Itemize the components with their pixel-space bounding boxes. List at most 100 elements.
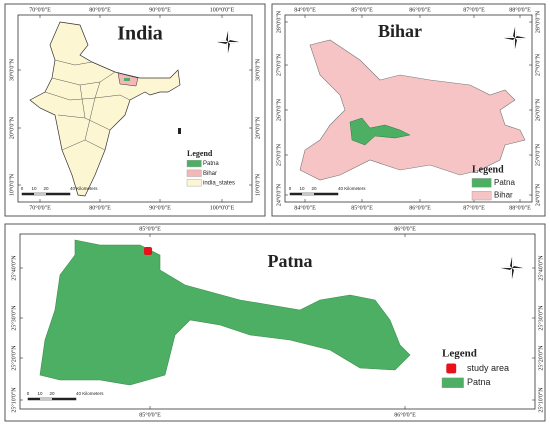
north-arrow: [217, 31, 239, 53]
lon-label: 88°0'0"E: [509, 6, 531, 13]
lon-label: 84°0'0"E: [294, 6, 316, 13]
lon-label: 100°0'0"E: [210, 6, 235, 13]
lon-label: 85°0'0"E: [351, 6, 373, 13]
lon-label: 85°0'0"E: [139, 411, 161, 418]
india-patna: [124, 78, 130, 81]
lat-label: 27°0'0"N: [275, 53, 282, 76]
lon-label: 84°0'0"E: [294, 204, 316, 211]
legend-swatch: [471, 190, 492, 201]
lat-label: 30°0'0"N: [254, 58, 261, 81]
scale-bar: [46, 193, 70, 195]
lon-label: 85°0'0"E: [139, 225, 161, 232]
lat-label: 20°0'0"N: [8, 116, 15, 139]
panel-title: Patna: [268, 251, 313, 271]
lon-label: 88°0'0"E: [509, 204, 531, 211]
lat-label: 10°0'0"N: [8, 173, 15, 196]
map-frame: [17, 14, 253, 203]
legend-label: Bihar: [494, 191, 513, 200]
lat-label: 28°0'0"N: [275, 10, 282, 33]
india-shape: [29, 21, 181, 197]
legend-swatch: [186, 179, 202, 187]
panel-title: India: [117, 23, 163, 45]
lat-label: 24°0'0"N: [275, 183, 282, 206]
legend-swatch: [186, 169, 202, 177]
scale-label: 40 Kilometers: [70, 186, 98, 191]
scale-label: 0: [27, 391, 30, 396]
lat-label: 20°0'0"N: [254, 116, 261, 139]
arrow-star: [504, 27, 526, 49]
state-borders: [44, 59, 131, 151]
panel-title: Bihar: [378, 21, 422, 41]
lat-label: 25°20'0"N: [10, 345, 17, 371]
legend-label: india_states: [203, 180, 235, 186]
legend-swatch: [471, 178, 492, 188]
patna-shape: [39, 239, 411, 386]
lon-label: 70°0'0"E: [29, 204, 51, 211]
lat-label: 26°0'0"N: [534, 98, 541, 121]
lon-label: 86°0'0"E: [394, 411, 416, 418]
arrow-star-half: [504, 27, 526, 49]
scale-bar: [52, 398, 76, 400]
lat-label: 25°30'0"N: [10, 305, 17, 331]
lat-label: 25°40'0"N: [10, 255, 17, 281]
lat-label: 25°20'0"N: [537, 345, 544, 371]
north-arrow: [504, 27, 526, 49]
legend-swatch: [186, 160, 202, 168]
lat-label: 25°0'0"N: [275, 143, 282, 166]
lon-label: 86°0'0"E: [409, 204, 431, 211]
legend-swatch: [441, 377, 464, 388]
map-frame: [19, 233, 536, 410]
lon-label: 90°0'0"E: [149, 204, 171, 211]
legend-label: study area: [467, 363, 509, 373]
legend-title: Legend: [442, 348, 477, 360]
lat-label: 30°0'0"N: [8, 58, 15, 81]
lat-label: 28°0'0"N: [534, 10, 541, 33]
legend-label: Patna: [467, 377, 491, 387]
scale-label: 10: [299, 186, 305, 191]
lon-label: 70°0'0"E: [29, 6, 51, 13]
legend-label: Bihar: [203, 171, 217, 177]
lat-label: 25°40'0"N: [537, 255, 544, 281]
lat-label: 25°10'0"N: [537, 387, 544, 413]
legend-swatch: [446, 363, 457, 374]
scale-bar: [290, 193, 302, 195]
scale-label: 0: [289, 186, 292, 191]
lon-label: 100°0'0"E: [210, 204, 235, 211]
bihar-patna: [349, 117, 411, 146]
lat-label: 25°30'0"N: [537, 305, 544, 331]
lon-label: 87°0'0"E: [463, 6, 485, 13]
map-frame: [284, 14, 533, 203]
arrow-star: [501, 257, 523, 279]
scale-label: 10: [31, 186, 37, 191]
lat-label: 10°0'0"N: [254, 173, 261, 196]
lat-label: 24°0'0"N: [534, 183, 541, 206]
lon-label: 86°0'0"E: [409, 6, 431, 13]
lon-label: 85°0'0"E: [351, 204, 373, 211]
legend-label: Patna: [494, 178, 515, 187]
lat-label: 26°0'0"N: [275, 98, 282, 121]
north-arrow: [501, 257, 523, 279]
lon-label: 80°0'0"E: [89, 204, 111, 211]
lon-label: 86°0'0"E: [394, 225, 416, 232]
bihar-shape: [299, 39, 526, 181]
lon-label: 87°0'0"E: [463, 204, 485, 211]
legend-label: Patna: [203, 161, 219, 167]
legend-title: Legend: [472, 164, 504, 175]
lon-label: 80°0'0"E: [89, 6, 111, 13]
scale-label: 40 Kilometers: [76, 391, 104, 396]
arrow-star-half: [217, 31, 239, 53]
scale-label: 0: [21, 186, 24, 191]
lat-label: 25°0'0"N: [534, 143, 541, 166]
scale-label: 40 Kilometers: [338, 186, 366, 191]
arrow-star: [217, 31, 239, 53]
scale-label: 10: [37, 391, 43, 396]
scale-label: 20: [43, 186, 49, 191]
scale-label: 20: [49, 391, 55, 396]
arrow-star-half: [501, 257, 523, 279]
legend-title: Legend: [187, 149, 213, 158]
scale-bar: [28, 398, 40, 400]
lat-label: 25°10'0"N: [10, 387, 17, 413]
lon-label: 90°0'0"E: [149, 6, 171, 13]
scale-label: 20: [311, 186, 317, 191]
